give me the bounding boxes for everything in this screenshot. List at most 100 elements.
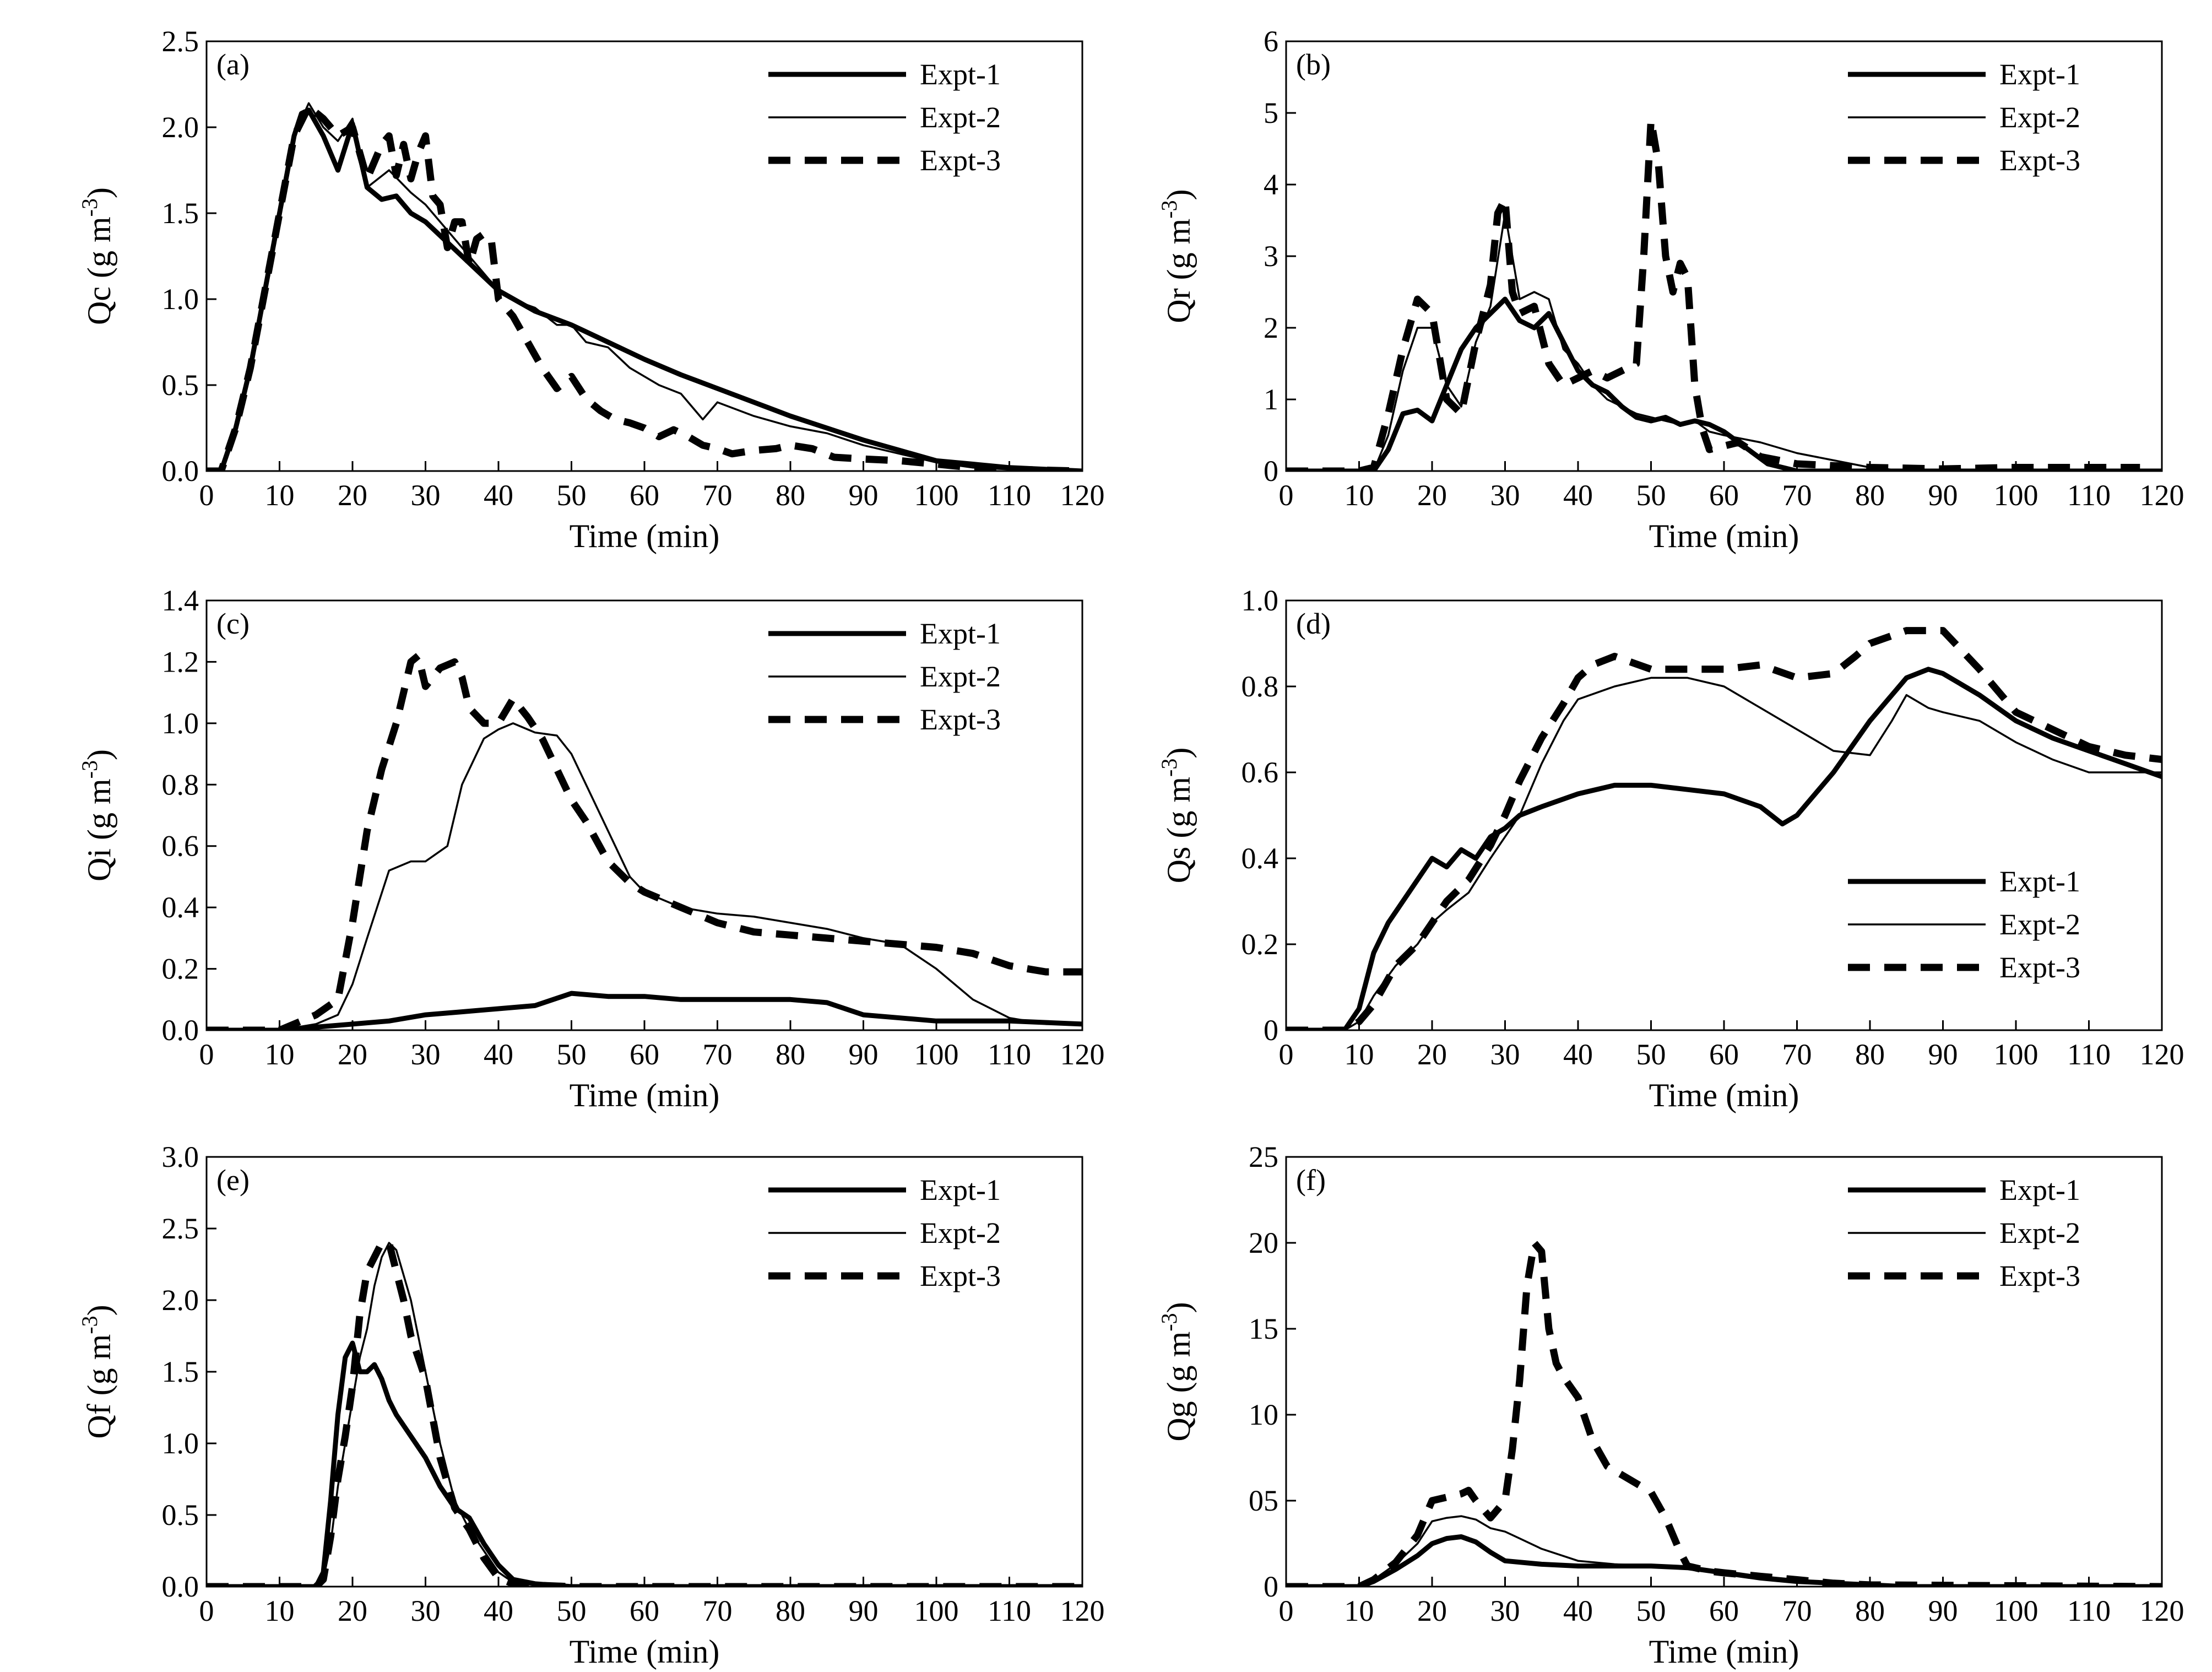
legend: Expt-1 Expt-2 Expt-3	[768, 617, 1001, 736]
y-tick-label: 05	[1249, 1484, 1278, 1517]
legend-label: Expt-2	[1999, 101, 2080, 134]
y-tick-label: 1.0	[162, 1427, 199, 1460]
y-tick-label: 0.0	[162, 454, 199, 488]
chart-panel-e: 0 10 20 30 40 50 60 70 80 90 100 110 120 0.0 0.5 1.0 1.5…	[77, 1140, 1105, 1670]
x-tick-label: 100	[914, 1038, 959, 1071]
y-tick-label: 1.2	[162, 645, 199, 678]
x-tick-label: 30	[1490, 479, 1520, 512]
x-tick-label: 120	[2140, 1594, 2184, 1627]
y-tick-label: 5	[1264, 96, 1278, 129]
y-tick-label: 0	[1264, 1014, 1278, 1047]
panel-label: (d)	[1296, 607, 1331, 640]
series-line-expt-1	[207, 991, 1082, 1030]
x-tick-label: 100	[1994, 1594, 2038, 1627]
y-tick-label: 2.0	[162, 111, 199, 144]
y-tick-label: 0.0	[162, 1570, 199, 1603]
x-tick-label: 90	[849, 1038, 879, 1071]
x-tick-label: 100	[1994, 1038, 2038, 1071]
x-tick-label: 90	[1928, 479, 1958, 512]
legend-label: Expt-3	[1999, 144, 2080, 177]
legend-label: Expt-1	[920, 58, 1001, 91]
x-axis-label: Time (min)	[1649, 518, 1799, 554]
series-group	[1286, 1239, 2162, 1587]
x-tick-label: 90	[849, 1594, 879, 1627]
x-tick-label: 10	[265, 479, 295, 512]
x-tick-label: 70	[703, 1038, 733, 1071]
y-axis-label: Qs (g m-3)	[1157, 748, 1197, 884]
x-axis-label: Time (min)	[570, 518, 720, 554]
legend-label: Expt-2	[920, 101, 1001, 134]
series-line-expt-1	[1286, 667, 2162, 1030]
legend-label: Expt-2	[920, 660, 1001, 693]
x-tick-label: 10	[1344, 1038, 1374, 1071]
x-tick-label: 40	[1563, 1594, 1593, 1627]
y-tick-label: 1.0	[162, 283, 199, 316]
series-line-expt-3	[1286, 627, 2162, 1030]
legend-label: Expt-3	[920, 144, 1001, 177]
series-line-expt-3	[207, 652, 1082, 1030]
x-tick-label: 40	[484, 1594, 513, 1627]
x-tick-label: 20	[338, 479, 367, 512]
series-group	[1286, 627, 2162, 1030]
x-tick-label: 30	[411, 479, 441, 512]
panel-label: (f)	[1296, 1164, 1326, 1197]
chart-panel-f: 0 10 20 30 40 50 60 70 80 90 100 110 120 0 05 10 15 20 25 T…	[1157, 1140, 2184, 1670]
series-line-expt-1	[1286, 1534, 2162, 1587]
x-tick-label: 90	[1928, 1594, 1958, 1627]
x-tick-label: 70	[1782, 479, 1812, 512]
y-tick-label: 0.2	[162, 953, 199, 986]
series-line-expt-1	[1286, 296, 2162, 471]
y-tick-label: 1.0	[1241, 584, 1279, 617]
legend-label: Expt-3	[1999, 951, 2080, 984]
x-tick-label: 120	[2140, 479, 2184, 512]
chart-panel-c: 0 10 20 30 40 50 60 70 80 90 100 110 120 0.0 0.2 0.4 0.6…	[77, 584, 1105, 1113]
y-tick-label: 1.5	[162, 197, 199, 230]
x-tick-label: 110	[988, 479, 1031, 512]
x-tick-label: 30	[411, 1038, 441, 1071]
x-axis-label: Time (min)	[570, 1633, 720, 1670]
x-tick-label: 50	[557, 479, 587, 512]
x-tick-label: 120	[1060, 1038, 1105, 1071]
x-tick-label: 120	[2140, 1038, 2184, 1071]
x-tick-label: 50	[1636, 1594, 1666, 1627]
series-line-expt-2	[1286, 212, 2162, 471]
x-tick-label: 70	[1782, 1594, 1812, 1627]
x-tick-label: 40	[484, 1038, 513, 1071]
x-tick-label: 30	[411, 1594, 441, 1627]
x-tick-label: 10	[265, 1594, 295, 1627]
y-tick-label: 0.4	[162, 891, 199, 924]
x-tick-label: 70	[703, 479, 733, 512]
x-tick-label: 80	[776, 479, 805, 512]
x-tick-label: 20	[1417, 1594, 1447, 1627]
y-tick-label: 2.5	[162, 25, 199, 58]
series-line-expt-2	[1286, 677, 2162, 1030]
y-tick-label: 4	[1264, 168, 1278, 201]
x-tick-label: 60	[630, 479, 659, 512]
y-tick-label: 1.4	[162, 584, 199, 617]
y-tick-label: 15	[1249, 1312, 1278, 1345]
x-tick-label: 0	[1279, 1038, 1294, 1071]
x-tick-label: 40	[1563, 1038, 1593, 1071]
x-axis-label: Time (min)	[1649, 1633, 1799, 1670]
x-tick-label: 80	[776, 1038, 805, 1071]
y-tick-label: 2.0	[162, 1284, 199, 1317]
y-tick-label: 1.5	[162, 1355, 199, 1388]
x-tick-label: 60	[630, 1594, 659, 1627]
x-tick-label: 60	[1709, 1038, 1739, 1071]
y-axis-label: Qi (g m-3)	[77, 749, 117, 881]
legend-label: Expt-2	[1999, 1216, 2080, 1249]
x-tick-label: 20	[338, 1038, 367, 1071]
y-tick-label: 0.2	[1241, 928, 1279, 961]
y-tick-label: 6	[1264, 25, 1278, 58]
chart-panel-b: 0 10 20 30 40 50 60 70 80 90 100 110 120 0 1 2 3 4 5 6 Time …	[1157, 25, 2184, 554]
x-tick-label: 20	[1417, 479, 1447, 512]
series-line-expt-3	[207, 1239, 1082, 1587]
x-tick-label: 90	[849, 479, 879, 512]
x-tick-label: 70	[703, 1594, 733, 1627]
panel-label: (e)	[216, 1164, 250, 1197]
y-tick-label: 0.6	[162, 830, 199, 863]
x-tick-label: 110	[988, 1594, 1031, 1627]
x-tick-label: 60	[630, 1038, 659, 1071]
x-tick-label: 50	[557, 1038, 587, 1071]
